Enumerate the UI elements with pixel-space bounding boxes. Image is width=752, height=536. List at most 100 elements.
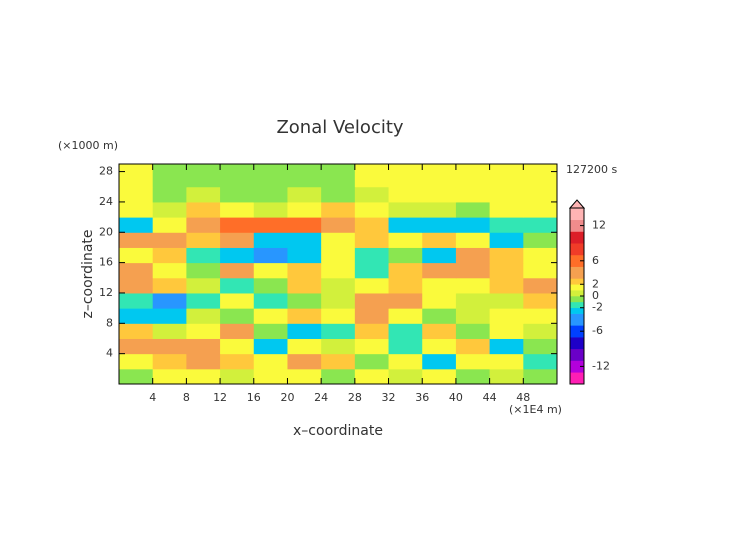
field-cell (523, 323, 557, 339)
field-cell (220, 353, 255, 370)
field-cell (152, 338, 187, 355)
x-tick-label: 16 (247, 391, 261, 404)
field-cell (119, 292, 154, 309)
field-cell (422, 217, 457, 233)
field-cell (253, 247, 288, 264)
y-axis-label: z–coordinate (80, 229, 96, 318)
field-cell (253, 353, 288, 370)
y-tick-label: 28 (99, 165, 113, 178)
field-cell (220, 368, 255, 384)
field-cell (287, 292, 322, 309)
field-cell (321, 353, 356, 370)
field-cell (489, 186, 524, 203)
x-tick-label: 20 (280, 391, 294, 404)
field-cell (489, 262, 524, 279)
field-cell (119, 186, 154, 203)
field-cell (388, 277, 423, 294)
field-cell (253, 292, 288, 309)
field-cell (287, 353, 322, 370)
field-cell (455, 247, 491, 264)
field-cell (152, 323, 187, 339)
y-tick-label: 12 (99, 286, 113, 299)
field-cell (489, 247, 524, 264)
colorbar-bin (570, 325, 584, 338)
field-cell (321, 186, 356, 203)
field-cell (119, 353, 154, 370)
field-cell (388, 262, 423, 279)
field-cell (321, 338, 356, 355)
field-cell (354, 171, 390, 188)
field-cell (152, 186, 187, 203)
colorbar-tick-label: 12 (592, 219, 606, 232)
colorbar-bin (570, 337, 584, 350)
field-cell (186, 292, 221, 309)
field-cell (422, 353, 457, 370)
field-cell (455, 308, 491, 324)
field-cell (119, 338, 154, 355)
y-tick-label: 4 (106, 347, 113, 360)
field-cell (523, 262, 557, 279)
y-unit: (×1000 m) (58, 139, 118, 152)
field-cell (321, 164, 356, 173)
field-cell (422, 262, 457, 279)
time-label: 127200 s (566, 163, 617, 176)
field-cell (422, 232, 457, 248)
field-cell (354, 217, 390, 233)
field-cell (321, 247, 356, 264)
field (119, 164, 557, 384)
field-cell (422, 338, 457, 355)
field-cell (287, 308, 322, 324)
y-tick-label: 8 (106, 316, 113, 329)
field-cell (422, 308, 457, 324)
field-cell (220, 292, 255, 309)
field-cell (253, 308, 288, 324)
field-cell (455, 186, 491, 203)
field-cell (523, 277, 557, 294)
field-cell (354, 292, 390, 309)
field-cell (119, 323, 154, 339)
field-cell (523, 201, 557, 218)
field-cell (523, 171, 557, 188)
field-cell (388, 186, 423, 203)
field-cell (354, 338, 390, 355)
field-cell (523, 308, 557, 324)
field-cell (220, 308, 255, 324)
field-cell (287, 368, 322, 384)
field-cell (321, 262, 356, 279)
colorbar-bin (570, 313, 584, 326)
field-cell (287, 164, 322, 173)
field-cell (422, 247, 457, 264)
colorbar-bin (570, 219, 584, 232)
field-cell (422, 186, 457, 203)
field-cell (119, 164, 154, 173)
field-cell (489, 323, 524, 339)
field-cell (152, 292, 187, 309)
colorbar-bin (570, 266, 584, 279)
field-cell (455, 353, 491, 370)
colorbar-bin (570, 348, 584, 361)
field-cell (489, 277, 524, 294)
field-cell (354, 247, 390, 264)
field-cell (287, 338, 322, 355)
field-cell (523, 338, 557, 355)
x-tick-label: 48 (516, 391, 530, 404)
colorbar-bin (570, 278, 584, 285)
field-cell (422, 201, 457, 218)
field-cell (287, 232, 322, 248)
field-cell (489, 292, 524, 309)
x-tick-label: 36 (415, 391, 429, 404)
field-cell (220, 217, 255, 233)
colorbar-bin (570, 307, 584, 314)
field-cell (455, 338, 491, 355)
field-cell (455, 164, 491, 173)
field-cell (186, 247, 221, 264)
field-cell (422, 164, 457, 173)
field-cell (354, 277, 390, 294)
field-cell (354, 368, 390, 384)
x-tick-label: 4 (149, 391, 156, 404)
field-cell (489, 164, 524, 173)
field-cell (253, 217, 288, 233)
field-cell (354, 323, 390, 339)
field-cell (152, 171, 187, 188)
